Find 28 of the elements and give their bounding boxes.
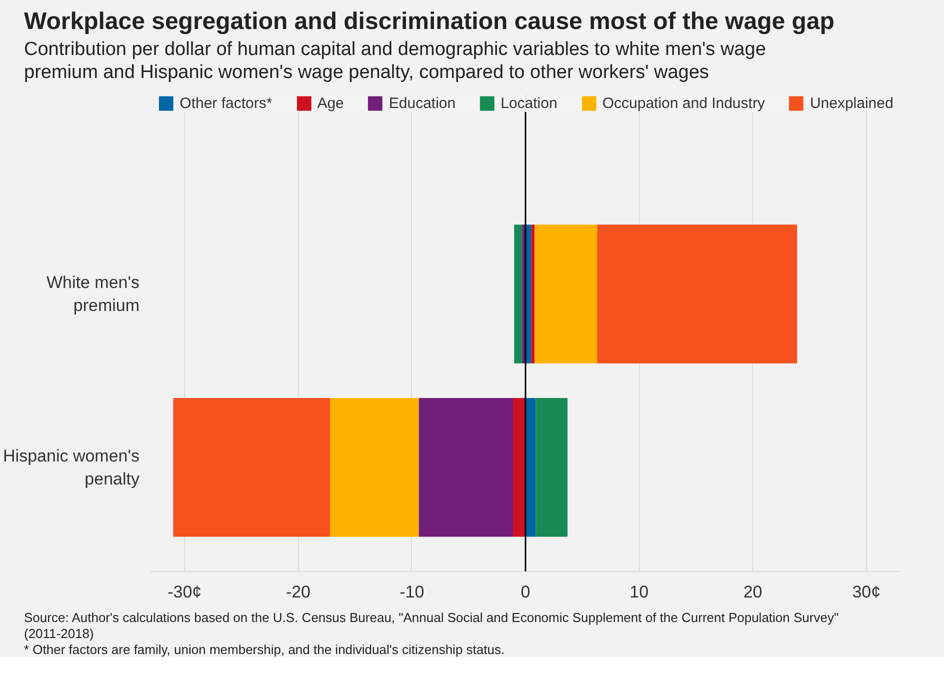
legend-label: Other factors* [180, 94, 272, 112]
bar [514, 224, 522, 364]
x-tick-label: 30¢ [852, 582, 881, 602]
source-note: Source: Author's calculations based on the U.S. Census Bureau, "Annual Social and Economic Supplement of the Current Population Survey" (2011-2018) [24, 610, 839, 642]
legend-label: Location [500, 94, 558, 112]
x-tick-label: -30¢ [168, 582, 202, 602]
text: * Other factors are family, union membership, and the individual's citizenship status. [24, 642, 505, 658]
legend-label: Age [317, 94, 344, 112]
x-tick-label: -10 [400, 582, 424, 602]
legend-label: Occupation and Industry [602, 94, 765, 112]
bar [513, 398, 526, 538]
legend-label: Education [388, 94, 456, 112]
x-tick-label: 20 [743, 582, 762, 602]
bar [534, 224, 598, 364]
bar [330, 398, 419, 538]
y-tick-label: White men's premium [46, 273, 140, 316]
bar [531, 224, 535, 364]
x-tick-label: 10 [630, 582, 649, 602]
bar [173, 398, 330, 538]
legend-label: Unexplained [810, 94, 894, 112]
chart-title: Workplace segregation and discrimination cause most of the wage gap [24, 8, 834, 37]
bar [597, 224, 798, 364]
x-tick-label: 0 [520, 582, 530, 602]
bar [536, 398, 568, 538]
x-tick-label: -20 [286, 582, 311, 602]
y-tick-label: Hispanic women's penalty [3, 446, 140, 489]
bar [418, 398, 513, 538]
chart-subtitle: Contribution per dollar of human capital and demographic variables to white men's wage premium and Hispanic women's wage penalty, compared to other workers' wages [24, 38, 766, 84]
